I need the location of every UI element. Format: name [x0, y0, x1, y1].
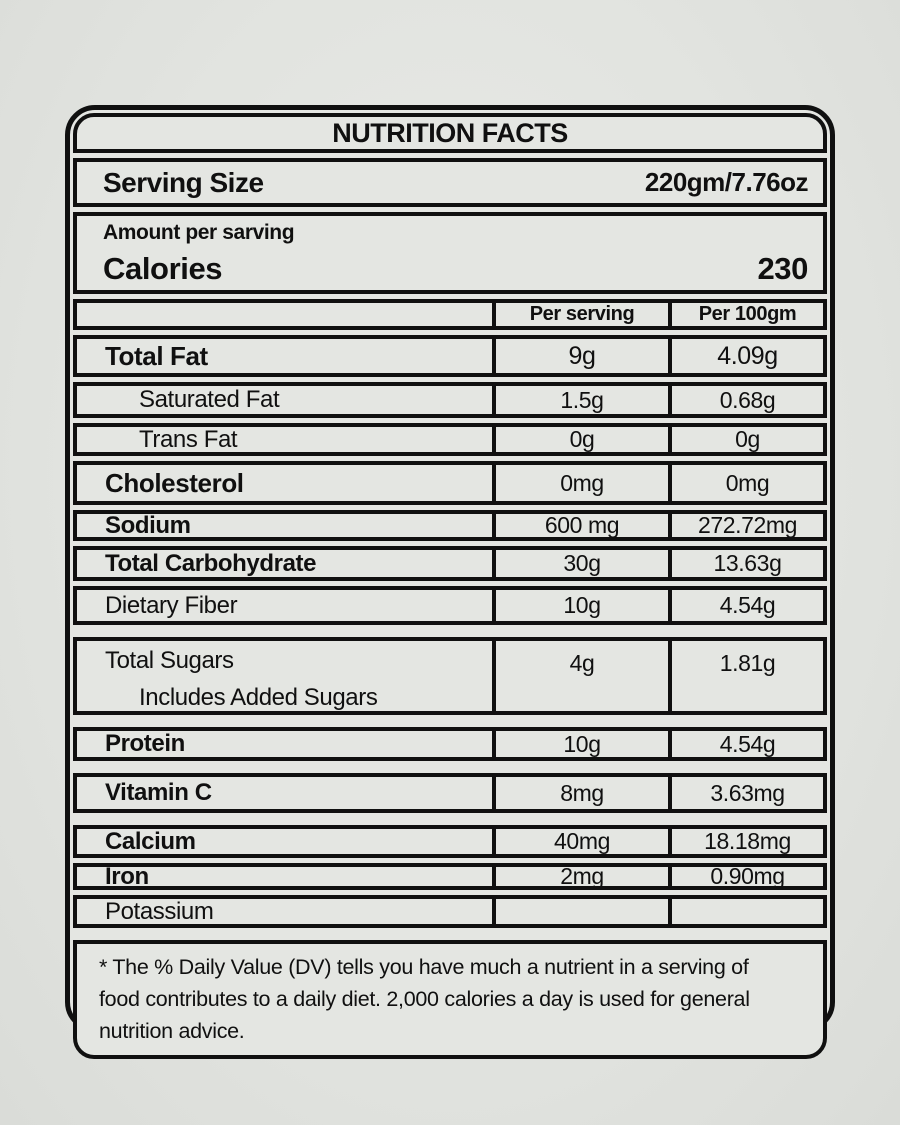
value-per-100gm: 0.68g [668, 386, 823, 414]
table-row-potassium: Potassium [73, 895, 827, 928]
nutrient-name: Sodium [105, 511, 191, 539]
label-title: NUTRITION FACTS [73, 113, 827, 153]
value-per-serving: 8mg [492, 777, 668, 809]
serving-size-label: Serving Size [103, 166, 264, 198]
value-per-100gm: 4.09g [668, 339, 823, 373]
value-per-serving: 10g [492, 731, 668, 757]
table-row-trans-fat: Trans Fat 0g 0g [73, 423, 827, 456]
serving-size-row: Serving Size 220gm/7.76oz [73, 158, 827, 207]
table-row-calcium: Calcium 40mg 18.18mg [73, 825, 827, 858]
includes-added-sugars-label: Includes Added Sugars [139, 684, 378, 711]
value-per-100gm: 13.63g [668, 550, 823, 577]
nutrient-name: Dietary Fiber [105, 591, 238, 619]
table-row-total-fat: Total Fat 9g 4.09g [73, 335, 827, 377]
daily-value-footnote: * The % Daily Value (DV) tells you have … [73, 940, 827, 1060]
serving-size-value: 220gm/7.76oz [644, 167, 809, 197]
value-per-100gm: 18.18mg [668, 828, 823, 854]
table-row-vitamin-c: Vitamin C 8mg 3.63mg [73, 773, 827, 813]
value-per-100gm [668, 899, 823, 924]
value-per-serving: 10g [492, 590, 668, 621]
table-row-sodium: Sodium 600 mg 272.72mg [73, 510, 827, 541]
nutrient-name: Potassium [105, 897, 214, 925]
value-per-serving: 0mg [492, 465, 668, 501]
value-per-100gm: 1.81g [668, 641, 823, 711]
value-per-serving: 9g [492, 339, 668, 373]
amount-per-serving-label: Amount per sarving [103, 221, 295, 244]
value-per-100gm: 3.63mg [668, 777, 823, 809]
nutrient-name: Protein [105, 730, 185, 757]
table-row-dietary-fiber: Dietary Fiber 10g 4.54g [73, 586, 827, 625]
table-row-cholesterol: Cholesterol 0mg 0mg [73, 461, 827, 505]
total-sugars-label: Total Sugars [105, 647, 234, 674]
value-per-serving: 2mg [492, 863, 668, 889]
nutrient-name: Calcium [105, 827, 196, 855]
calories-value: 230 [757, 251, 808, 286]
nutrient-name: Trans Fat [139, 425, 238, 453]
nutrient-name: Total Carbohydrate [105, 549, 317, 577]
nutrient-name: Iron [105, 862, 149, 890]
value-per-100gm: 0.90mg [668, 863, 823, 889]
value-per-serving: 0g [492, 426, 668, 452]
nutrition-facts-label: NUTRITION FACTS Serving Size 220gm/7.76o… [65, 105, 835, 1060]
value-per-100gm: 0g [668, 426, 823, 452]
value-per-serving: 40mg [492, 828, 668, 854]
value-per-100gm: 272.72mg [668, 512, 823, 538]
nutrient-name: Saturated Fat [139, 386, 280, 413]
value-per-100gm: 0mg [668, 465, 823, 501]
header-nutrient [77, 303, 492, 326]
nutrient-name: Total Sugars Includes Added Sugars [77, 641, 492, 711]
nutrient-name: Total Fat [105, 340, 208, 371]
table-header-row: Per serving Per 100gm [73, 299, 827, 330]
value-per-serving: 30g [492, 550, 668, 577]
header-per-100gm: Per 100gm [668, 303, 823, 326]
footnote-text: * The % Daily Value (DV) tells you have … [99, 955, 750, 1043]
table-row-saturated-fat: Saturated Fat 1.5g 0.68g [73, 382, 827, 418]
nutrient-name: Cholesterol [105, 467, 244, 498]
table-row-total-sugars: Total Sugars Includes Added Sugars 4g 1.… [73, 637, 827, 715]
value-per-serving [492, 899, 668, 924]
calories-label: Calories [103, 251, 223, 286]
header-per-serving: Per serving [492, 303, 668, 326]
table-row-total-carbohydrate: Total Carbohydrate 30g 13.63g [73, 546, 827, 581]
value-per-100gm: 4.54g [668, 731, 823, 757]
value-per-serving: 600 mg [492, 512, 668, 538]
table-row-protein: Protein 10g 4.54g [73, 727, 827, 761]
calories-row: Amount per sarving Calories 230 [73, 212, 827, 294]
table-row-iron: Iron 2mg 0.90mg [73, 863, 827, 890]
nutrient-name: Vitamin C [105, 779, 212, 806]
value-per-serving: 1.5g [492, 386, 668, 414]
value-per-100gm: 4.54g [668, 590, 823, 621]
value-per-serving: 4g [492, 641, 668, 711]
